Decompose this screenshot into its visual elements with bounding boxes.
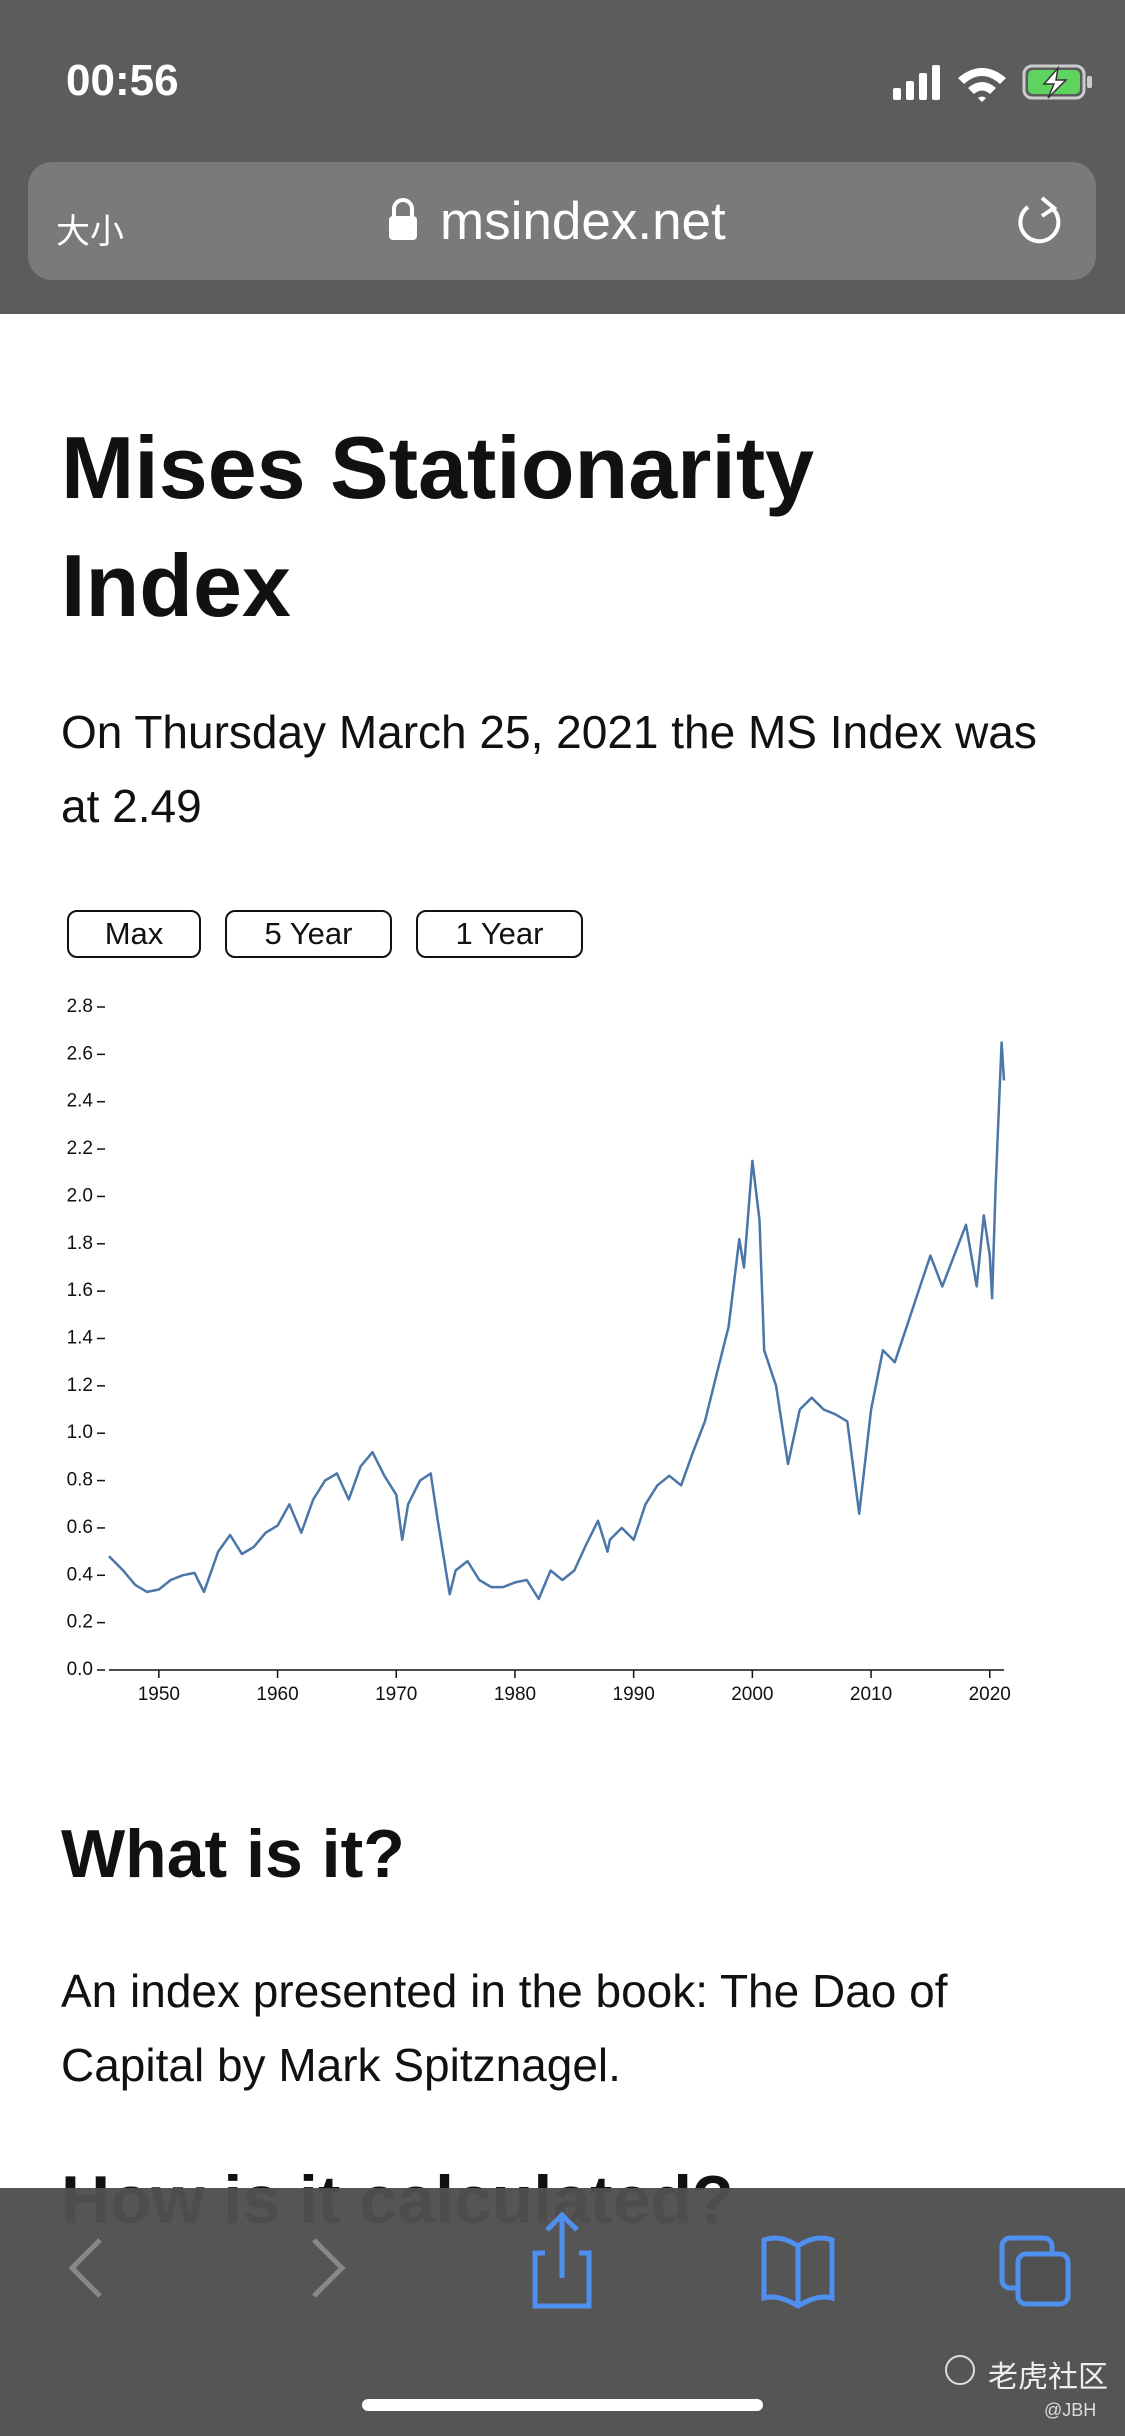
x-tick-label: 2020 <box>969 1684 1011 1705</box>
range-button[interactable]: 5 Year <box>225 910 392 958</box>
y-tick-label: 1.2 <box>67 1375 93 1396</box>
x-tick-label: 1970 <box>375 1684 417 1705</box>
forward-button[interactable] <box>312 2238 346 2298</box>
y-tick-label: 0.6 <box>67 1517 93 1538</box>
y-tick-label: 1.0 <box>67 1422 93 1443</box>
reload-icon[interactable] <box>1012 194 1068 250</box>
watermark-name: 老虎社区 <box>988 2361 1108 2394</box>
clock: 00:56 <box>66 56 179 105</box>
y-tick-label: 2.6 <box>67 1043 93 1064</box>
toolbar-icons <box>68 2211 1071 2411</box>
x-tick-label: 1950 <box>138 1684 180 1705</box>
x-tick-label: 1980 <box>494 1684 536 1705</box>
y-tick-label: 2.4 <box>67 1091 94 1112</box>
y-tick-label: 0.2 <box>67 1612 93 1633</box>
range-button[interactable]: Max <box>67 910 201 958</box>
watermark-user: @JBH <box>1044 2400 1097 2420</box>
x-tick-label: 1990 <box>613 1684 655 1705</box>
y-tick-label: 1.6 <box>67 1280 93 1301</box>
section-heading: What is it? <box>61 1816 405 1892</box>
y-tick-label: 1.4 <box>67 1328 94 1349</box>
bookmarks-button[interactable] <box>761 2235 835 2309</box>
chart: 0.0 0.2 0.4 0.6 0.8 1.0 1.2 1.4 1.6 1.8 2.0 2.2 2.4 2… <box>67 996 1011 1705</box>
range-button[interactable]: 1 Year <box>416 910 583 958</box>
status-icons <box>893 64 1092 102</box>
section-text: An index presented in the book: The Dao … <box>61 1965 948 2091</box>
lock-icon <box>389 198 417 240</box>
x-tick-label: 1960 <box>256 1684 298 1705</box>
home-indicator <box>362 2399 763 2411</box>
y-tick-label: 0.0 <box>67 1659 93 1680</box>
tabs-button[interactable] <box>999 2235 1071 2307</box>
y-tick-label: 0.8 <box>67 1470 93 1491</box>
y-tick-label: 0.4 <box>67 1564 94 1585</box>
x-tick-label: 2010 <box>850 1684 892 1705</box>
address-bar[interactable] <box>28 162 1096 280</box>
y-tick-label: 1.8 <box>67 1233 93 1254</box>
y-tick-label: 2.8 <box>67 996 93 1017</box>
data-line <box>108 1041 1006 1601</box>
page-title: Mises Stationarity Index <box>61 418 815 635</box>
x-tick-label: 2000 <box>731 1684 773 1705</box>
url[interactable]: msindex.net <box>440 192 726 251</box>
summary: On Thursday March 25, 2021 the MS Index … <box>61 706 1037 832</box>
text-size-button[interactable]: 大小 <box>56 213 124 251</box>
share-button[interactable] <box>532 2211 592 2309</box>
back-button[interactable] <box>68 2238 102 2298</box>
y-tick-label: 2.0 <box>67 1185 93 1206</box>
y-tick-label: 2.2 <box>67 1138 93 1159</box>
watermark-logo <box>945 2355 975 2385</box>
